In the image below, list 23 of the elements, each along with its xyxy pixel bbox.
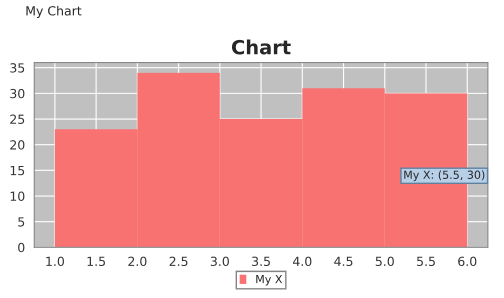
- y-tick-label: 30: [10, 88, 24, 98]
- x-tick-label: 2.0: [128, 256, 146, 266]
- x-tick-label: 5.5: [417, 256, 435, 266]
- y-tick-label: 35: [10, 63, 24, 73]
- x-tick-label: 6.0: [458, 256, 476, 266]
- x-tick-label: 1.5: [88, 256, 105, 266]
- y-tick-label: 0: [18, 242, 24, 252]
- x-tick-label: 3.5: [252, 256, 270, 266]
- y-tick-label: 5: [18, 217, 24, 227]
- text: My Chart: [26, 6, 82, 18]
- x-tick-label: 2.5: [170, 256, 188, 266]
- legend-label: My X: [256, 275, 282, 286]
- y-tick-label: 20: [10, 140, 24, 150]
- y-tick-label: 25: [10, 114, 24, 124]
- x-tick-label: 3.0: [210, 256, 229, 266]
- x-tick-label: 4.0: [292, 256, 312, 266]
- annotation: My X: (5.5, 30): [404, 170, 484, 182]
- y-tick-label: 10: [10, 191, 24, 201]
- chart-title: Chart: [232, 39, 291, 55]
- x-tick-label: 4.5: [334, 256, 352, 266]
- x-tick-label: 1.0: [46, 256, 64, 266]
- y-tick-label: 15: [10, 166, 24, 176]
- x-tick-label: 5.0: [376, 256, 394, 266]
